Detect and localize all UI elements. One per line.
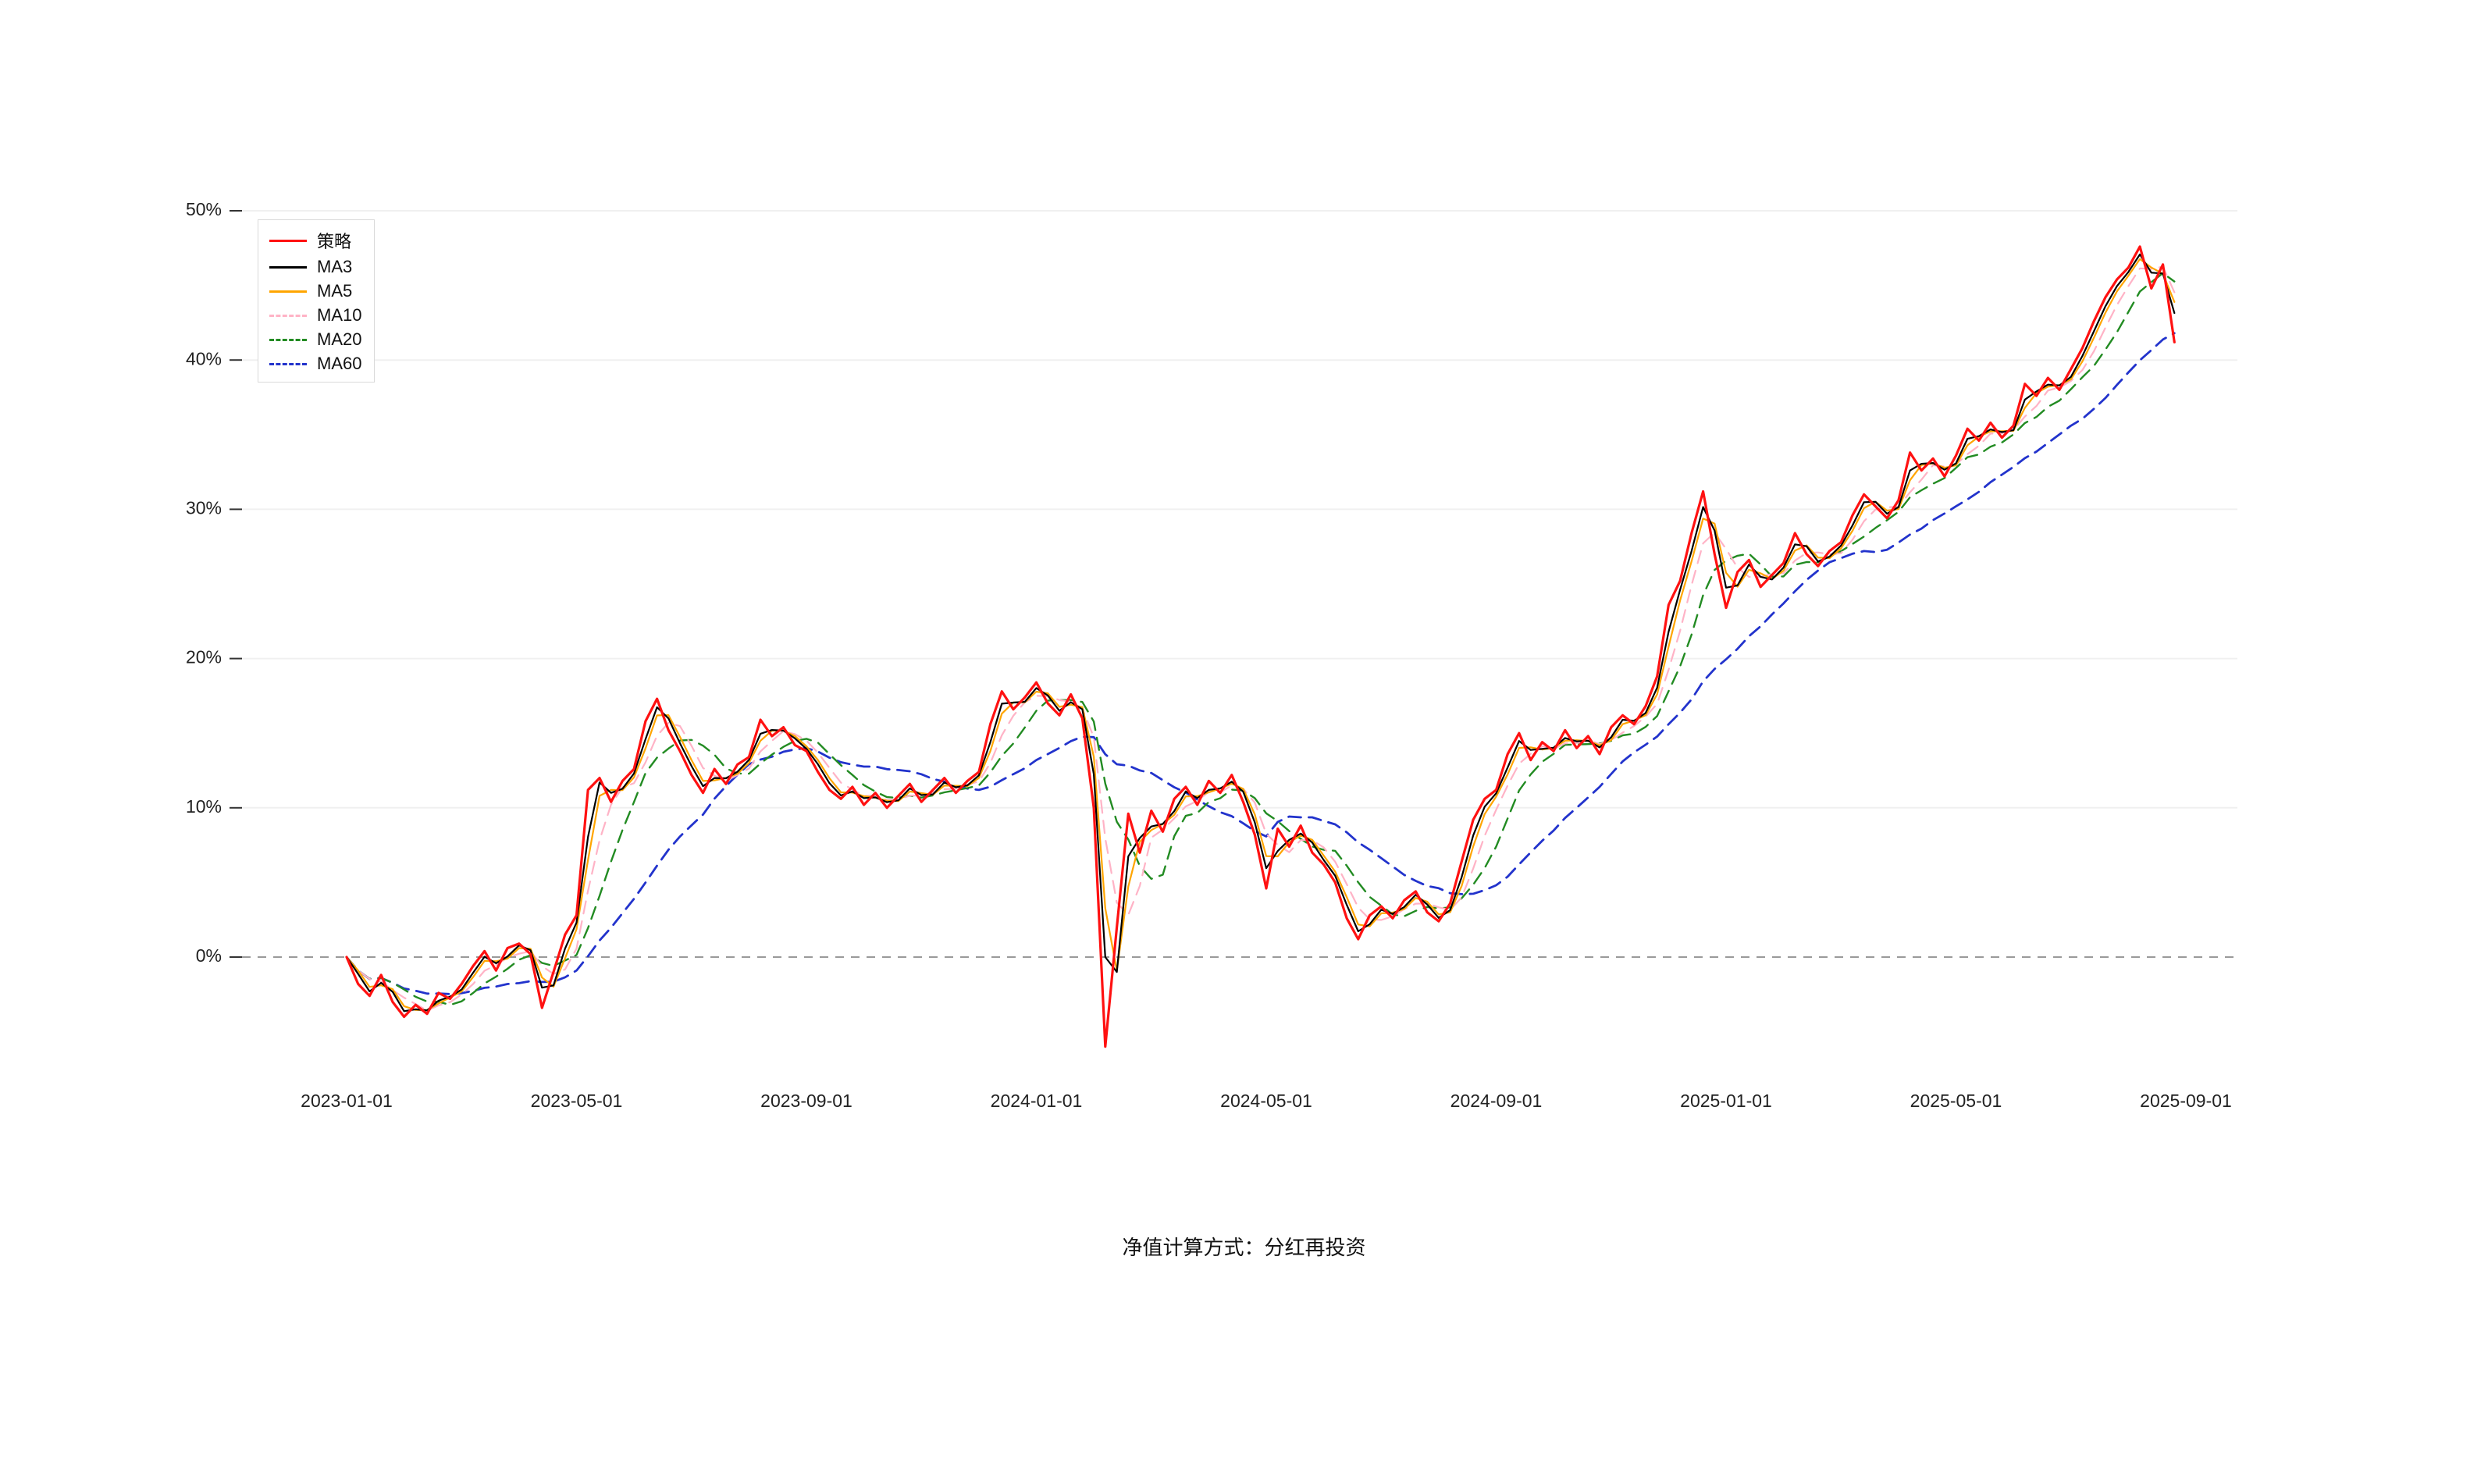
legend-label: MA5 [317, 281, 353, 301]
y-tick-label: 10% [186, 796, 222, 817]
x-tick-label: 2023-01-01 [301, 1091, 393, 1111]
legend-item-ma5: MA5 [269, 281, 361, 301]
series-line-MA60 [345, 332, 2176, 995]
x-tick-label: 2024-01-01 [991, 1091, 1083, 1111]
series-line-MA5 [345, 258, 2176, 1011]
x-tick-label: 2024-05-01 [1220, 1091, 1312, 1111]
ma5-line-sample [269, 290, 307, 293]
x-tick-label: 2023-05-01 [531, 1091, 623, 1111]
y-tick-label: 20% [186, 647, 222, 667]
x-tick-label: 2024-09-01 [1450, 1091, 1543, 1111]
ma20-line-sample [269, 338, 307, 341]
y-tick-label: 40% [186, 348, 222, 368]
legend-item-ma60: MA60 [269, 354, 361, 374]
series-line-MA3 [345, 253, 2176, 1012]
legend-label: MA3 [317, 257, 353, 276]
legend-item-ma10: MA10 [269, 305, 361, 326]
x-tick-label: 2023-09-01 [760, 1091, 852, 1111]
legend-label: MA20 [317, 329, 362, 349]
y-tick-label: 0% [196, 945, 222, 966]
series-line-MA20 [345, 272, 2176, 1006]
ma10-line-sample [269, 314, 307, 317]
series-line-MA10 [345, 265, 2176, 1012]
legend-label: 策略 [317, 232, 352, 251]
x-tick-label: 2025-05-01 [1910, 1091, 2002, 1111]
ma60-line-sample [269, 362, 307, 365]
x-tick-label: 2025-09-01 [2140, 1091, 2232, 1111]
legend-item-ma20: MA20 [269, 329, 361, 350]
legend-item-ma3: MA3 [269, 257, 361, 277]
y-tick-label: 30% [186, 497, 222, 518]
y-tick-label: 50% [186, 199, 222, 219]
ma3-line-sample [269, 265, 307, 269]
legend-label: MA10 [317, 305, 362, 325]
series-line-策略 [345, 245, 2176, 1048]
x-tick-label: 2025-01-01 [1680, 1091, 1772, 1111]
legend-label: MA60 [317, 354, 362, 373]
legend-item-strategy: 策略 [269, 228, 361, 253]
strategy-line-sample [269, 239, 307, 242]
chart-legend: 策略 MA3 MA5 MA10 MA20 MA60 [258, 219, 376, 383]
chart-caption: 净值计算方式：分红再投资 [1122, 1236, 1366, 1259]
